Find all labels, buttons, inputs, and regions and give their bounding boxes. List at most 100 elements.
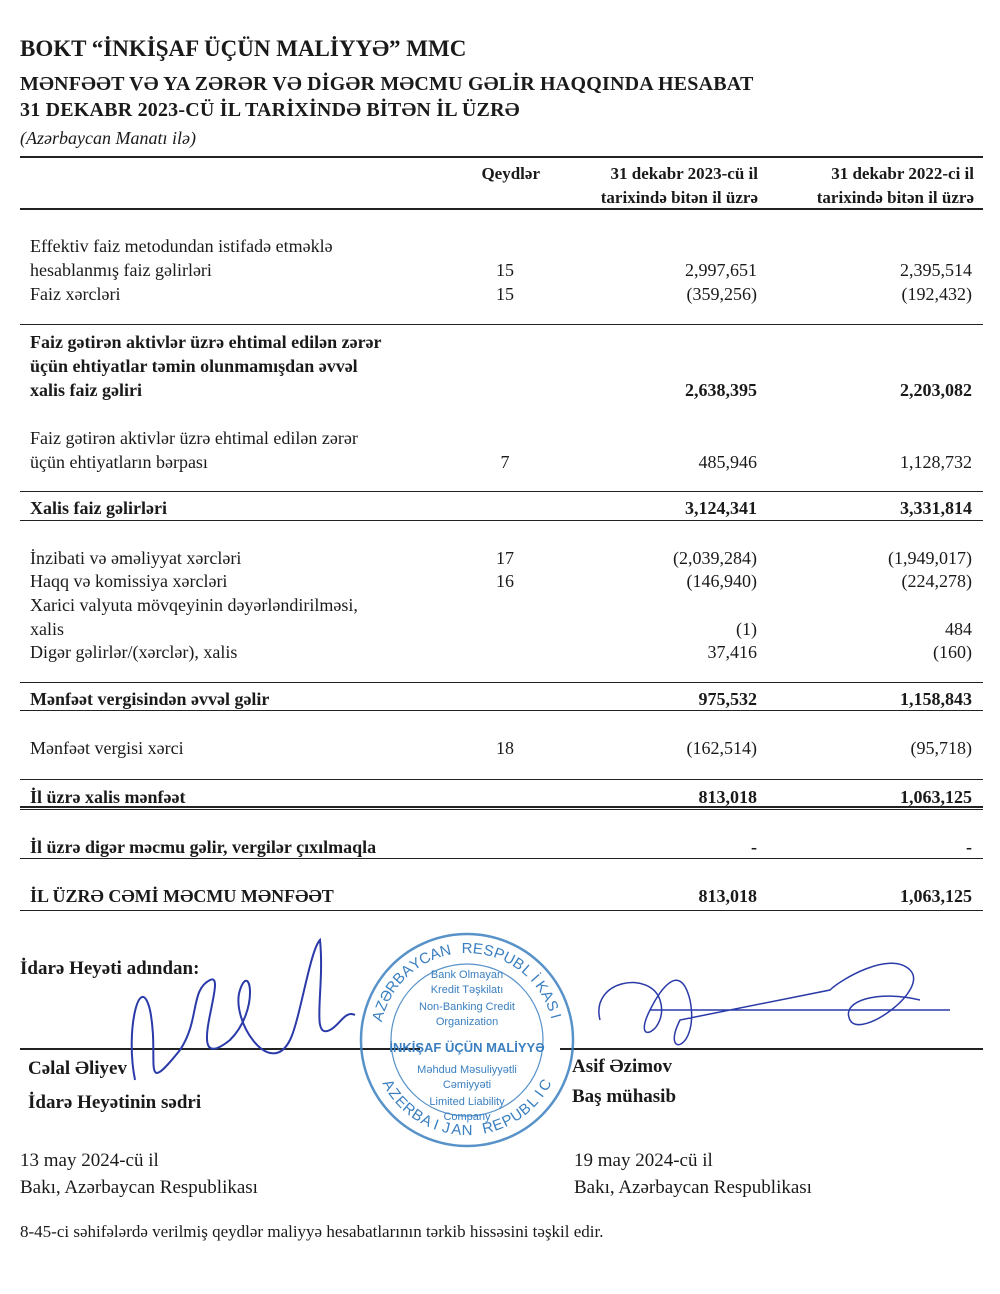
- row-label: Digər gəlirlər/(xərclər), xalis: [30, 642, 238, 662]
- left-place: Bakı, Azərbaycan Respublikası: [20, 1177, 258, 1198]
- stamp-text: Limited Liability: [429, 1096, 505, 1108]
- row-value-2022: (95,718): [910, 738, 973, 758]
- divider: [20, 324, 983, 325]
- divider: [20, 809, 983, 810]
- stamp-rings: [359, 932, 575, 1148]
- row-label: Effektiv faiz metodundan istifadə etməkl…: [30, 236, 333, 256]
- row-label: hesablanmış faiz gəlirləri: [30, 260, 212, 280]
- row-label: Xarici valyuta mövqeyinin dəyərləndirilm…: [30, 595, 358, 615]
- row-value-2022: 1,063,125: [900, 886, 972, 906]
- row-note: 15: [496, 284, 514, 304]
- row-value-2022: 484: [945, 619, 972, 639]
- stamp-text: Bank Olmayan: [431, 969, 503, 981]
- row-value-2023: 37,416: [707, 642, 758, 662]
- row-label: üçün ehtiyatların bərpası: [30, 452, 208, 472]
- row-label: Mənfəət vergisindən əvvəl gəlir: [30, 689, 270, 709]
- left-handwritten-signature: [130, 937, 356, 1081]
- stamp-arc-glyph: E: [472, 940, 484, 958]
- stamp-text: Kredit Təşkilatı: [431, 984, 504, 996]
- row-label: Haqq və komissiya xərcləri: [30, 571, 228, 591]
- stamp-arc-glyph: N: [462, 1122, 473, 1139]
- divider: [20, 208, 983, 210]
- row-value-2022: 3,331,814: [900, 498, 972, 518]
- right-date: 19 may 2024-cü il: [574, 1150, 713, 1171]
- row-value-2023: 485,946: [698, 452, 758, 472]
- row-value-2022: (192,432): [901, 284, 973, 304]
- stamp-arc-glyph: S: [482, 942, 496, 961]
- divider: [20, 858, 983, 859]
- row-label: Xalis faiz gəlirləri: [30, 498, 167, 518]
- divider: [20, 910, 983, 911]
- row-value-2022: 2,203,082: [900, 380, 972, 400]
- row-value-2023: (146,940): [686, 571, 758, 591]
- row-value-2023: 2,638,395: [685, 380, 757, 400]
- report-title: MƏNFƏƏT VƏ YA ZƏRƏR VƏ DİGƏR MƏCMU GƏLİR…: [20, 73, 754, 95]
- row-label: xalis: [30, 619, 64, 639]
- left-date: 13 may 2024-cü il: [20, 1150, 159, 1171]
- column-header-2023: 31 dekabr 2023-cü il tarixində bitən il …: [560, 162, 758, 210]
- stamp-inner-lettering: Bank Olmayan Kredit Təşkilatı Non-Banking …: [389, 969, 544, 1123]
- row-note: 15: [496, 260, 514, 280]
- row-label: İL ÜZRƏ CƏMİ MƏCMU MƏNFƏƏT: [30, 886, 334, 906]
- column-header-2022-line2: tarixində bitən il üzrə: [816, 188, 974, 207]
- column-header-notes: Qeydlər: [481, 164, 540, 183]
- stamp-arc-glyph: A: [369, 1009, 388, 1023]
- column-header-2023-line2: tarixində bitən il üzrə: [600, 188, 758, 207]
- right-handwritten-signature: [598, 962, 950, 1046]
- currency-note: (Azərbaycan Manatı ilə): [20, 128, 196, 148]
- report-period: 31 DEKABR 2023-CÜ İL TARİXİNDƏ BİTƏN İL …: [20, 99, 520, 121]
- row-label: İnzibati və əməliyyat xərcləri: [30, 548, 242, 568]
- row-label: İl üzrə xalis mənfəət: [30, 787, 186, 807]
- divider: [20, 682, 983, 683]
- row-value-2022: 2,395,514: [900, 260, 972, 280]
- divider: [20, 779, 983, 780]
- stamp-text: İNKİŞAF ÜÇÜN MALİYYƏ: [389, 1040, 544, 1055]
- column-header-2022-line1: 31 dekabr 2022-ci il: [831, 164, 974, 183]
- row-value-2023: 813,018: [698, 886, 758, 906]
- stamp-arc-glyph: J: [440, 1119, 451, 1137]
- divider: [20, 491, 983, 492]
- stamp-arc-glyph: R: [481, 1119, 496, 1138]
- row-label: xalis faiz gəliri: [30, 380, 142, 400]
- divider: [20, 806, 983, 808]
- row-value-2022: 1,158,843: [900, 689, 972, 709]
- row-label: Mənfəət vergisi xərci: [30, 738, 184, 758]
- board-label: İdarə Heyəti adından:: [20, 958, 200, 979]
- left-signatory-title: İdarə Heyətinin sədri: [28, 1092, 202, 1113]
- stamp-arc-glyph: I: [431, 1116, 441, 1133]
- row-label: Faiz gətirən aktivlər üzrə ehtimal edilə…: [30, 428, 358, 448]
- row-value-2022: (224,278): [901, 571, 973, 591]
- column-header-2023-line1: 31 dekabr 2023-cü il: [610, 164, 758, 183]
- divider: [20, 520, 983, 521]
- row-value-2023: 3,124,341: [685, 498, 757, 518]
- right-signatory-name: Asif Əzimov: [572, 1056, 673, 1077]
- row-value-2022: 1,063,125: [900, 787, 972, 807]
- row-value-2023: (1): [736, 619, 757, 639]
- row-value-2023: 2,997,651: [685, 260, 757, 280]
- row-note: 7: [500, 452, 510, 472]
- right-signature-line: [560, 1048, 983, 1050]
- stamp-text: Cəmiyyəti: [443, 1079, 491, 1091]
- stamp-arc-glyph: R: [462, 940, 473, 957]
- row-note: 16: [496, 571, 514, 591]
- stamp-arc-glyph: I: [547, 1012, 565, 1020]
- stamp-text: Company: [443, 1111, 491, 1123]
- stamp-text: Məhdud Məsuliyyətli: [417, 1064, 517, 1076]
- row-note: 18: [496, 738, 514, 758]
- row-label: İl üzrə digər məcmu gəlir, vergilər çıxı…: [30, 837, 377, 857]
- row-value-2023: (359,256): [686, 284, 758, 304]
- stamp-text: Non-Banking Credit: [419, 1001, 515, 1013]
- row-value-2022: (1,949,017): [888, 548, 972, 568]
- stamp-text: Organization: [436, 1016, 498, 1028]
- row-label: Faiz xərcləri: [30, 284, 121, 304]
- left-signature-line: [20, 1048, 420, 1050]
- divider: [20, 710, 983, 711]
- row-value-2022: (160): [933, 642, 972, 662]
- stamp-arc-glyph: N: [438, 942, 453, 961]
- divider: [20, 156, 983, 158]
- column-header-2022: 31 dekabr 2022-ci il tarixində bitən il …: [770, 162, 974, 210]
- row-note: 17: [496, 548, 514, 568]
- row-value-2022: 1,128,732: [900, 452, 972, 472]
